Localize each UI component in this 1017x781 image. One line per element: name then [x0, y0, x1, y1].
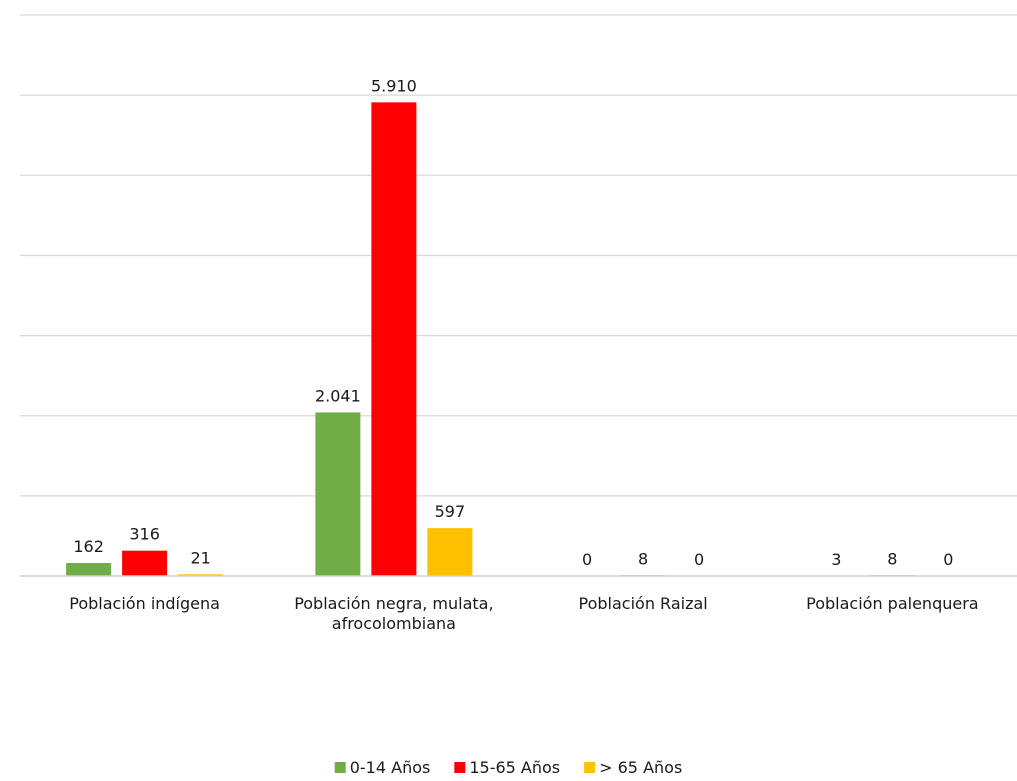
gridlines	[20, 15, 1017, 496]
bar	[122, 551, 167, 576]
category-label: Población negra, mulata,	[294, 594, 493, 613]
category-label: Población palenquera	[806, 594, 978, 613]
legend-label: > 65 Años	[599, 758, 682, 777]
category-label: Población indígena	[69, 594, 220, 613]
legend: 0-14 Años 15-65 Años > 65 Años	[335, 758, 683, 777]
data-label: 0	[694, 550, 704, 569]
data-label: 21	[190, 548, 210, 567]
data-labels: 162 316 21 2.041 5.910 597 0 8 0 3 8 0	[73, 76, 953, 569]
legend-swatch	[584, 762, 595, 773]
data-label: 8	[887, 549, 897, 568]
data-label: 8	[638, 549, 648, 568]
legend-label: 0-14 Años	[350, 758, 431, 777]
data-label: 3	[831, 550, 841, 569]
legend-swatch	[335, 762, 346, 773]
legend-label: 15-65 Años	[469, 758, 560, 777]
data-label: 597	[435, 502, 466, 521]
data-label: 0	[943, 550, 953, 569]
category-label: afrocolombiana	[332, 614, 456, 633]
data-label: 162	[73, 537, 104, 556]
data-label: 5.910	[371, 76, 417, 95]
bar	[427, 528, 472, 576]
category-label: Población Raizal	[579, 594, 708, 613]
bars	[66, 102, 915, 576]
category-labels: Población indígena Población negra, mulat…	[69, 594, 978, 633]
data-label: 0	[582, 550, 592, 569]
bar	[371, 102, 416, 576]
bar	[315, 412, 360, 576]
bar	[66, 563, 111, 576]
data-label: 316	[129, 525, 160, 544]
legend-swatch	[454, 762, 465, 773]
data-label: 2.041	[315, 386, 361, 405]
